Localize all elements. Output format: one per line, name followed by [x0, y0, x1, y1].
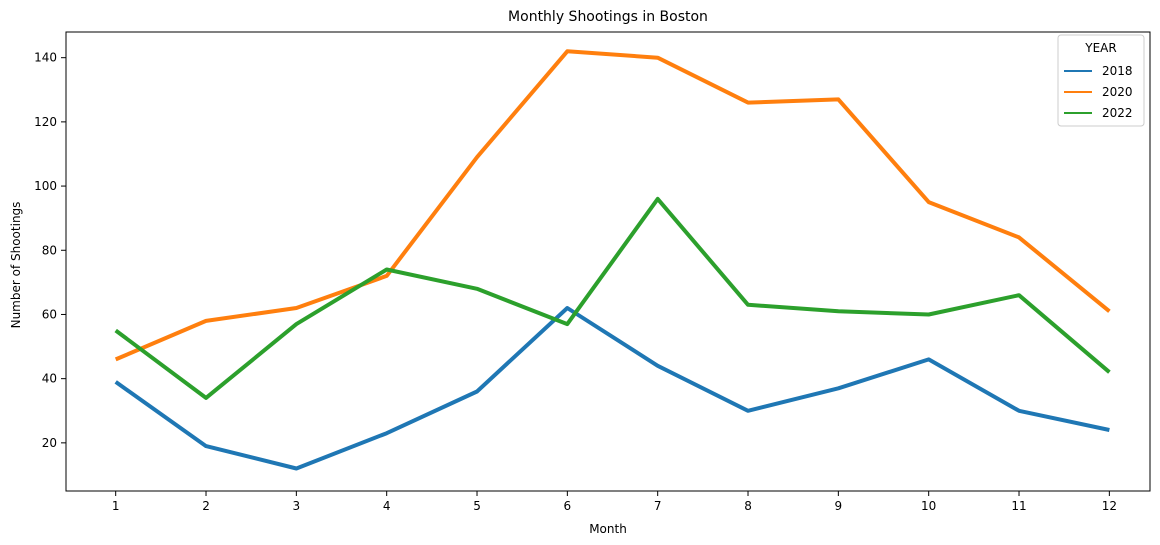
y-axis-label: Number of Shootings	[9, 202, 23, 329]
legend-label-2022: 2022	[1102, 106, 1133, 120]
x-tick-label-11: 11	[1011, 499, 1026, 513]
series-line-2022	[114, 196, 1111, 400]
x-tick-label-12: 12	[1102, 499, 1117, 513]
axes-frame	[65, 31, 1151, 492]
y-tick-label-80: 80	[42, 243, 57, 257]
x-tick-label-4: 4	[383, 499, 391, 513]
x-axis-label: Month	[589, 522, 627, 536]
series-line-2018	[114, 306, 1110, 471]
chart-title: Monthly Shootings in Boston	[508, 9, 708, 25]
y-tick-label-40: 40	[42, 372, 57, 386]
x-tick-label-5: 5	[473, 499, 481, 513]
legend-label-2020: 2020	[1102, 85, 1133, 99]
x-tick-label-1: 1	[112, 499, 120, 513]
y-tick-label-140: 140	[34, 51, 57, 65]
y-tick-label-120: 120	[34, 115, 57, 129]
x-tick-label-9: 9	[835, 499, 843, 513]
y-tick-label-60: 60	[42, 307, 57, 321]
x-tick-label-10: 10	[921, 499, 936, 513]
x-tick-label-8: 8	[744, 499, 752, 513]
legend-entries: 2018 2020 2022	[1064, 64, 1133, 120]
legend-title: YEAR	[1084, 41, 1116, 55]
x-tick-label-7: 7	[654, 499, 662, 513]
legend: YEAR 2018 2020 2022	[1057, 34, 1145, 127]
x-tick-label-2: 2	[202, 499, 210, 513]
x-tick-label-3: 3	[293, 499, 301, 513]
y-tick-label-20: 20	[42, 436, 57, 450]
x-tick-label-6: 6	[564, 499, 572, 513]
series-line-2020	[114, 49, 1111, 362]
legend-label-2018: 2018	[1102, 64, 1133, 78]
legend-box	[1057, 34, 1145, 127]
y-tick-label-100: 100	[34, 179, 57, 193]
